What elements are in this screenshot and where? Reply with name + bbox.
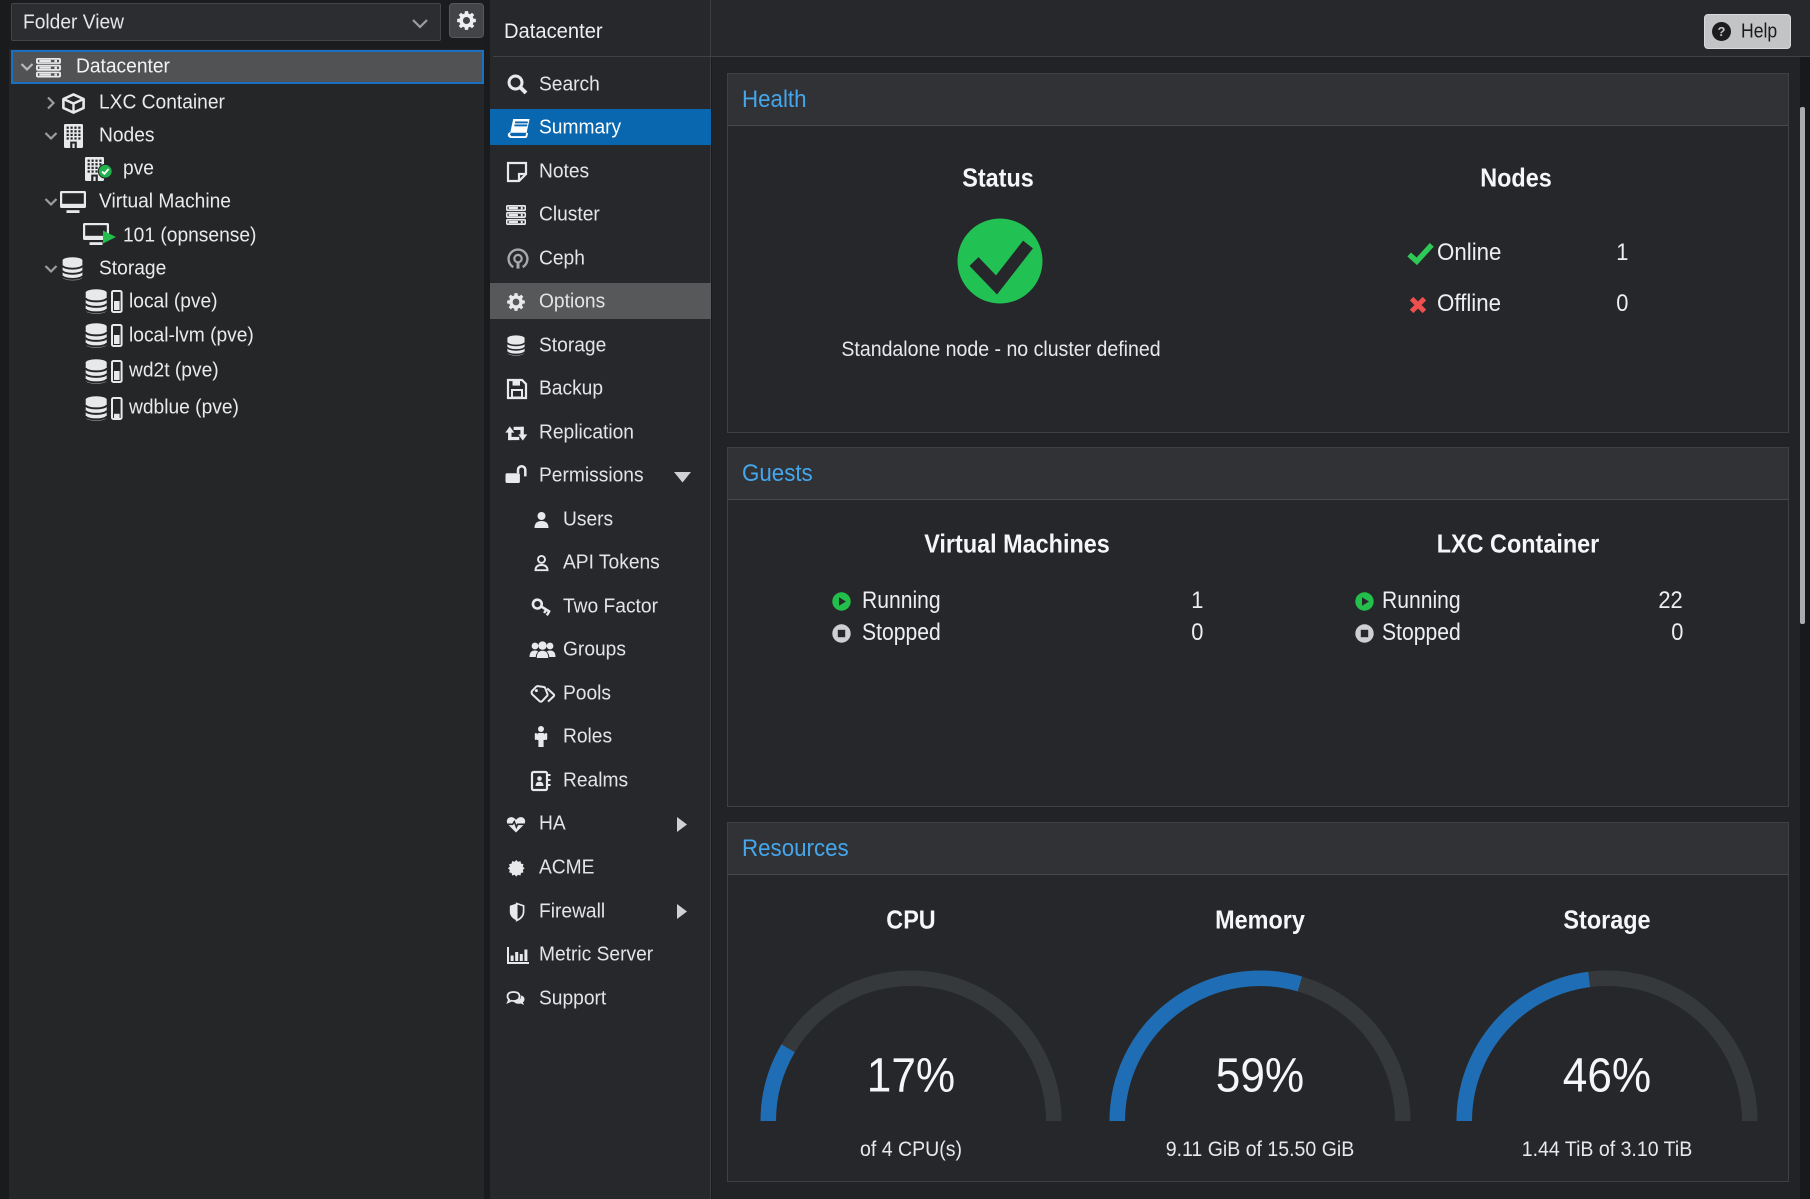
svg-text:?: ? bbox=[1718, 24, 1726, 39]
